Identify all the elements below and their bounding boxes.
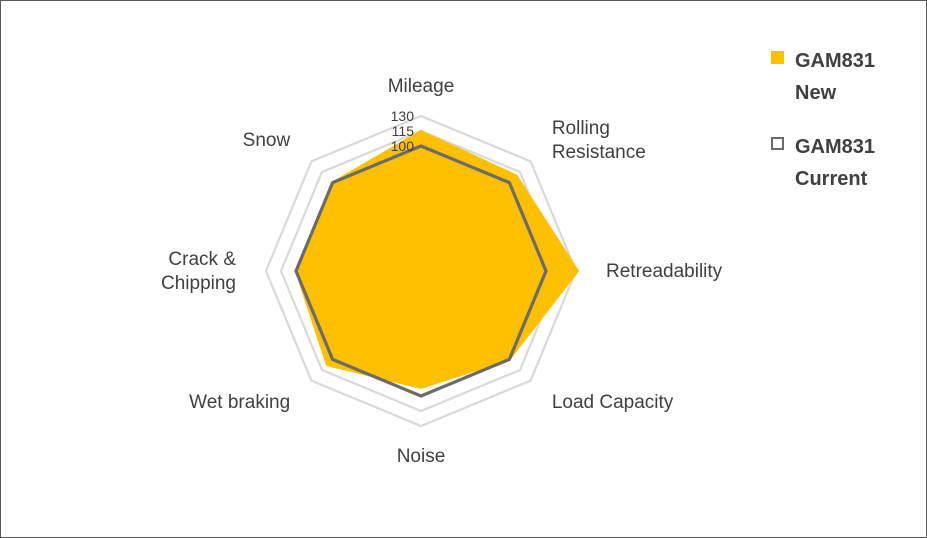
tick-label-130: 130: [391, 108, 415, 124]
legend: GAM831 New GAM831 Current: [771, 45, 921, 217]
series-area-new: [294, 129, 580, 390]
legend-label-current: GAM831 Current: [795, 136, 876, 190]
tick-label-100: 100: [391, 138, 415, 154]
legend-item-current: GAM831 Current: [771, 131, 921, 195]
axis-label-5: Wet braking: [189, 392, 290, 413]
axis-label-7: Snow: [243, 130, 291, 151]
axis-label-6: Crack & Chipping: [161, 249, 236, 294]
series-line-current: [294, 144, 548, 398]
legend-swatch-current: [771, 137, 784, 150]
legend-item-new: GAM831 New: [771, 45, 921, 109]
legend-swatch-new: [771, 51, 784, 64]
axis-label-2: Retreadability: [606, 261, 723, 282]
grid-ring-7: [264, 114, 578, 428]
axis-label-4: Noise: [397, 446, 446, 467]
tick-label-115: 115: [392, 123, 415, 139]
axis-label-0: Mileage: [388, 76, 455, 97]
axis-label-3: Load Capacity: [552, 392, 674, 413]
axis-label-1: Rolling Resistance: [552, 118, 646, 163]
legend-label-new: GAM831 New: [795, 50, 876, 104]
